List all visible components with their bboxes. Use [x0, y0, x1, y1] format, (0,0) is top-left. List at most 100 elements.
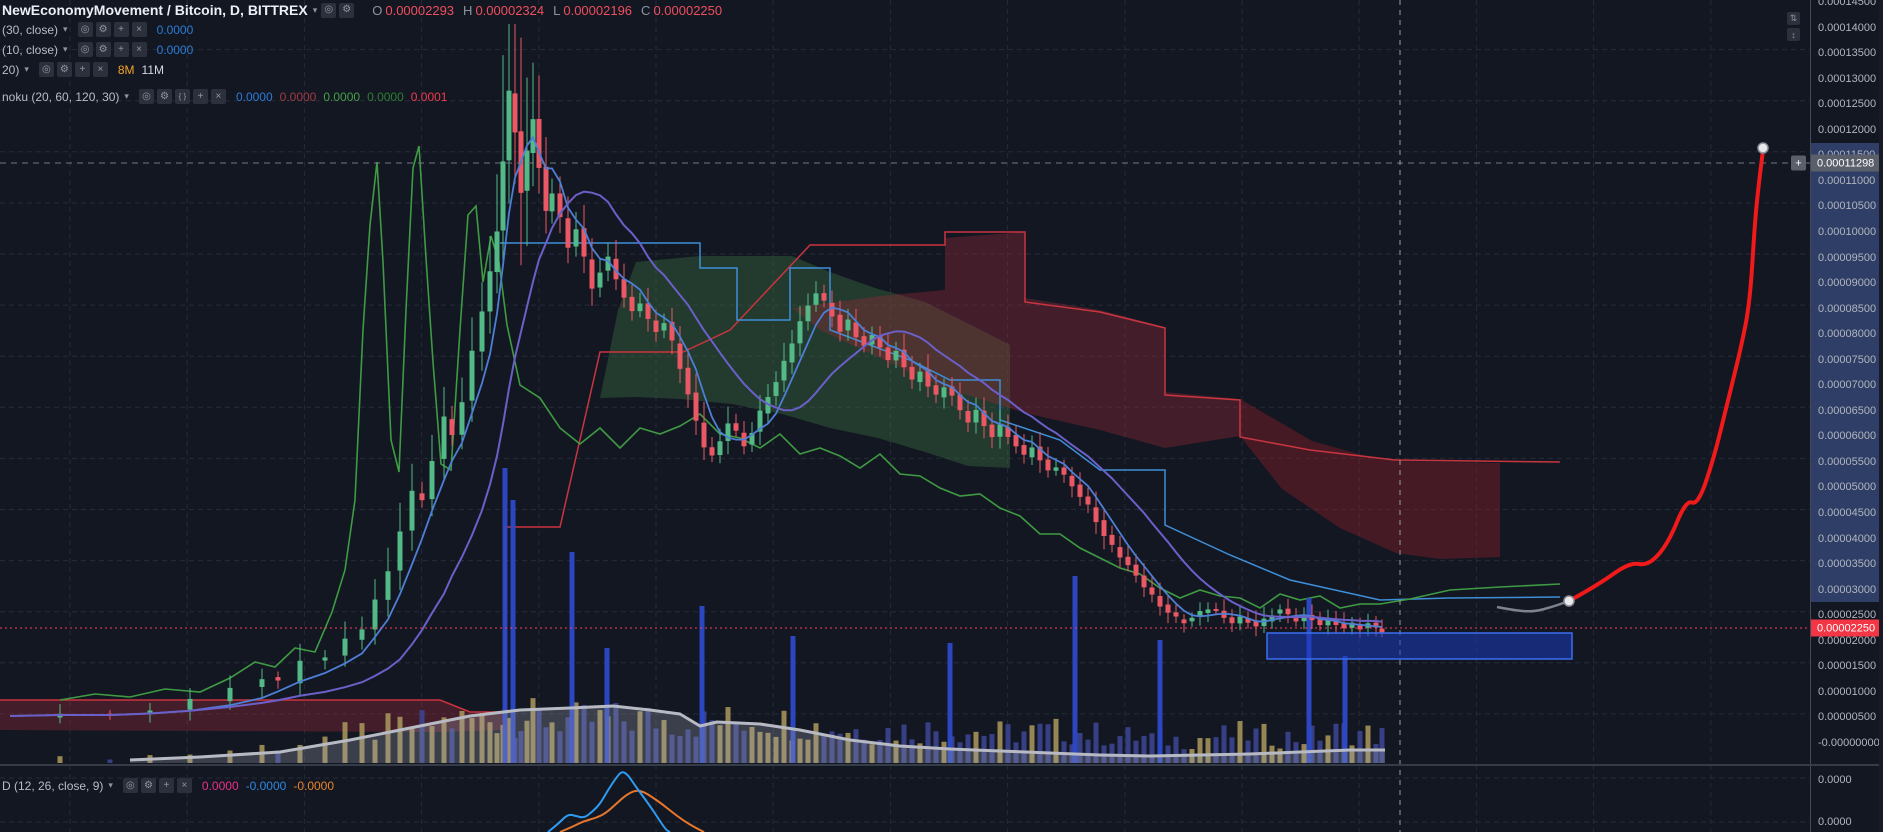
chevron-down-icon[interactable]: ▾ — [24, 64, 29, 74]
gear-icon[interactable]: ⚙ — [56, 62, 72, 77]
open-value: 0.00002293 — [385, 2, 455, 18]
price-axis-label: 0.00010000 — [1818, 225, 1877, 238]
price-axis-label: 0.00014500 — [1818, 0, 1877, 8]
scale-expand-button[interactable]: ↕ — [1787, 28, 1800, 41]
high-value: 0.00002324 — [475, 2, 545, 18]
symbol-header: NewEconomyMovement / Bitcoin, D, BITTREX… — [2, 1, 722, 19]
plus-icon[interactable]: + — [74, 62, 90, 77]
indicator-3-value-3: 0.0000 — [367, 89, 404, 104]
open-label: O — [372, 2, 383, 18]
indicator-3-value-1: 0.0000 — [279, 89, 317, 104]
price-axis-label: 0.00006500 — [1818, 404, 1877, 417]
close-value: 0.00002250 — [653, 2, 723, 18]
price-axis-label: 0.00008500 — [1818, 302, 1877, 315]
price-axis-label: 0.00012500 — [1818, 98, 1877, 111]
close-label: C — [641, 2, 651, 18]
anchor-price-tag: 0.00011298 — [1811, 154, 1879, 172]
eye-icon[interactable]: ◎ — [321, 2, 337, 18]
price-axis-label: 0.00003500 — [1818, 558, 1877, 571]
price-axis-label: 0.00002000 — [1818, 634, 1877, 647]
indicator-1-label[interactable]: (10, close) — [2, 42, 59, 57]
scale-up-down-button[interactable]: ⇅ — [1787, 12, 1800, 25]
chevron-down-icon[interactable]: ▾ — [108, 780, 113, 790]
price-axis-label: 0.00009000 — [1818, 277, 1877, 290]
chevron-down-icon[interactable]: ▾ — [63, 44, 68, 54]
price-axis-label: 0.00007000 — [1818, 379, 1877, 392]
price-axis[interactable]: 0.00014500 0.00014000 0.00013500 0.00013000… — [1810, 0, 1879, 832]
add-alert-plus-button[interactable]: + — [1791, 155, 1806, 171]
drawing-anchor-point[interactable] — [1757, 142, 1769, 154]
projection-curve-red[interactable] — [1567, 148, 1765, 603]
price-axis-label: 0.00001000 — [1818, 685, 1877, 698]
price-axis-label: 0.00014000 — [1818, 21, 1877, 34]
price-axis-label: 0.00003000 — [1818, 583, 1877, 596]
gear-icon[interactable]: ⚙ — [156, 89, 172, 104]
moving-averages — [9, 135, 1383, 717]
chevron-down-icon[interactable]: ▾ — [312, 4, 318, 15]
chevron-down-icon[interactable]: ▾ — [63, 24, 68, 34]
current-price-tag: 0.00002250 — [1811, 619, 1879, 637]
price-axis-label: 0.00009500 — [1818, 251, 1877, 264]
macd-value-1: -0.0000 — [245, 778, 287, 793]
indicator-2-buttons: ◎ ⚙ + × — [38, 62, 111, 77]
symbol-title[interactable]: NewEconomyMovement / Bitcoin, D, BITTREX — [2, 2, 308, 18]
ohlc-readout: O 0.00002293 H 0.00002324 L 0.00002196 C… — [363, 3, 722, 18]
plus-icon[interactable]: + — [113, 22, 129, 37]
gear-icon[interactable]: ⚙ — [95, 42, 111, 57]
plus-icon[interactable]: + — [158, 778, 174, 793]
close-icon[interactable]: × — [210, 89, 226, 104]
eye-icon[interactable]: ◎ — [77, 22, 93, 37]
gear-icon[interactable]: ⚙ — [339, 2, 355, 18]
low-value: 0.00002196 — [563, 2, 633, 18]
close-icon[interactable]: × — [176, 778, 192, 793]
pane-separator[interactable] — [0, 764, 1879, 766]
indicator-2-value-1: 11M — [141, 62, 164, 77]
price-axis-label: 0.00004500 — [1818, 507, 1877, 519]
indicator-3-value-2: 0.0000 — [323, 89, 361, 104]
indicator-3-value-0: 0.0000 — [235, 89, 273, 104]
plus-icon[interactable]: + — [113, 42, 129, 57]
plus-icon[interactable]: + — [192, 89, 208, 104]
close-icon[interactable]: × — [131, 22, 147, 37]
eye-icon[interactable]: ◎ — [138, 89, 154, 104]
price-axis-label: 0.00012000 — [1818, 123, 1877, 136]
indicator-2-value-0: 8M — [117, 62, 135, 77]
price-axis-label: 0.00004000 — [1818, 532, 1877, 545]
eye-icon[interactable]: ◎ — [38, 62, 54, 77]
macd-value-2: -0.0000 — [293, 778, 335, 793]
reference-lines — [0, 0, 1810, 832]
drawing-anchor-point[interactable] — [1563, 595, 1575, 607]
indicator-0-row: (30, close) ▾ ◎ ⚙ + × 0.0000 — [2, 21, 193, 38]
indicator-2-label[interactable]: 20) — [2, 62, 20, 77]
price-axis-label: 0.00006000 — [1818, 430, 1877, 443]
projection-curve-gray[interactable] — [1496, 599, 1570, 613]
macd-row: D (12, 26, close, 9) ▾ ◎ ⚙ + × 0.0000 -0.0000 -0… — [2, 777, 334, 794]
braces-icon[interactable]: { } — [174, 89, 190, 104]
gear-icon[interactable]: ⚙ — [140, 778, 156, 793]
volume-bars — [57, 468, 1385, 763]
price-axis-label: 0.00008000 — [1818, 328, 1877, 341]
drawings[interactable] — [1266, 142, 1769, 660]
main-chart[interactable] — [0, 0, 1810, 832]
gear-icon[interactable]: ⚙ — [95, 22, 111, 37]
indicator-0-buttons: ◎ ⚙ + × — [77, 22, 150, 37]
macd-buttons: ◎ ⚙ + × — [122, 778, 195, 793]
close-icon[interactable]: × — [92, 62, 108, 77]
indicator-3-label[interactable]: noku (20, 60, 120, 30) — [2, 89, 120, 104]
price-axis-label: 0.00010500 — [1818, 200, 1877, 213]
macd-label[interactable]: D (12, 26, close, 9) — [2, 778, 104, 793]
candles — [57, 24, 1385, 724]
price-axis-label: 0.00001500 — [1818, 660, 1877, 673]
price-axis-label: 0.00005500 — [1818, 455, 1877, 468]
indicator-0-label[interactable]: (30, close) — [2, 22, 59, 37]
price-axis-label: -0.00000000 — [1818, 736, 1879, 749]
eye-icon[interactable]: ◎ — [122, 778, 138, 793]
price-axis-label: 0.00002500 — [1818, 609, 1877, 622]
support-zone-rectangle[interactable] — [1266, 632, 1573, 660]
chevron-down-icon[interactable]: ▾ — [124, 91, 129, 101]
indicator-0-value-0: 0.0000 — [156, 22, 194, 37]
eye-icon[interactable]: ◎ — [77, 42, 93, 57]
price-axis-label: 0.00000500 — [1818, 711, 1877, 724]
close-icon[interactable]: × — [131, 42, 147, 57]
